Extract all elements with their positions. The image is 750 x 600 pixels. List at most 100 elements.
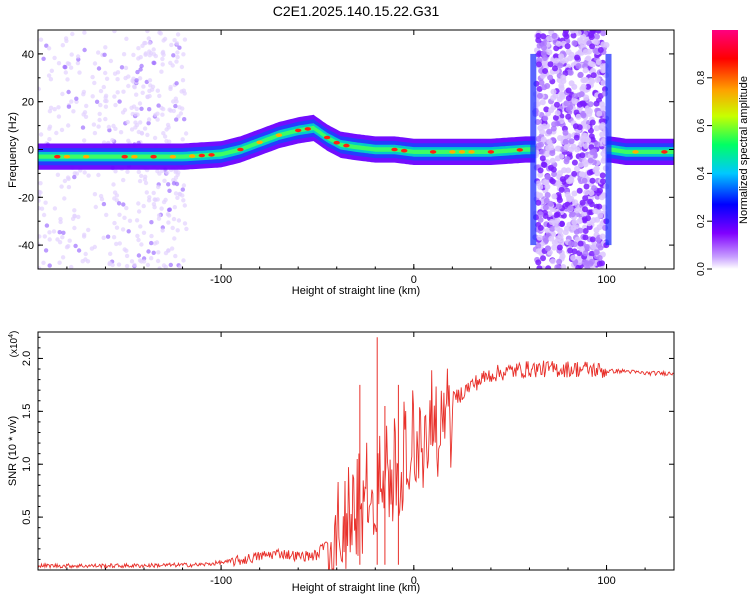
spectrogram-noise-cell: [180, 187, 185, 192]
spectrogram-noise-cell: [556, 197, 563, 204]
spectrogram-noise-cell: [600, 150, 607, 157]
spectrogram-noise-cell: [557, 62, 564, 69]
spectrogram-noise-cell: [141, 203, 146, 209]
spectrogram-noise-cell: [175, 32, 181, 37]
spectrogram-noise-cell: [47, 109, 53, 114]
spectrogram-noise-cell: [114, 241, 119, 247]
spectrogram-noise-cell: [574, 165, 580, 172]
spectrogram-noise-cell: [124, 248, 129, 253]
colorbar-tick-label: 0.4: [696, 166, 707, 180]
spectrogram-noise-cell: [558, 85, 565, 92]
spectrogram-noise-cell: [154, 240, 160, 245]
spectrogram-noise-cell: [565, 49, 572, 55]
spectrogram-noise-cell: [180, 78, 186, 83]
spectrogram-peak-cell: [391, 147, 398, 152]
spectrogram-noise-cell: [47, 263, 52, 268]
spectrogram-noise-cell: [44, 43, 49, 48]
snr-ytick-label: 0.5: [21, 509, 33, 524]
spectrogram-noise-cell: [589, 177, 596, 184]
spectrogram-noise-cell: [546, 138, 553, 145]
spectrogram-noise-cell: [582, 228, 589, 234]
spectrogram-noise-cell: [581, 211, 588, 218]
spectrogram-noise-cell: [550, 88, 557, 95]
spectrogram-noise-cell: [112, 71, 118, 76]
spectrogram-noise-cell: [159, 206, 164, 211]
spectrogram-noise-cell: [535, 32, 542, 39]
spectrogram-noise-cell: [168, 84, 173, 90]
spectrogram-noise-cell: [172, 205, 177, 210]
spectrogram-noise-cell: [572, 93, 578, 100]
spectrogram-noise-cell: [126, 83, 131, 89]
spectrogram-noise-cell: [72, 174, 77, 180]
spectrogram-noise-cell: [571, 40, 578, 47]
spectrogram-noise-cell: [554, 238, 561, 245]
spectrogram-peak-cell: [54, 154, 61, 159]
spectrogram-noise-cell: [117, 212, 122, 217]
spectrogram-noise-cell: [124, 263, 130, 269]
spectrogram-noise-cell: [67, 238, 72, 243]
spectrogram-noise-cell: [182, 91, 187, 96]
spectrogram-noise-cell: [60, 43, 65, 48]
spectrogram-noise-cell: [582, 67, 589, 74]
spectrogram-noise-cell: [120, 110, 126, 115]
spectrogram-noise-cell: [64, 245, 70, 250]
spectrogram-noise-cell: [57, 240, 63, 245]
spectrogram-noise-cell: [580, 132, 587, 139]
spectrogram-noise-cell: [125, 169, 130, 174]
snr-ytick-label: 2.0: [21, 351, 33, 366]
spectrogram-noise-cell: [98, 88, 104, 94]
spectrogram-noise-cell: [173, 96, 178, 101]
spectrogram-noise-cell: [136, 253, 142, 258]
spectrogram-noise-cell: [599, 233, 606, 240]
spectrogram-noise-cell: [571, 248, 578, 255]
spectrogram-peak-cell: [169, 154, 177, 159]
spectrogram-noise-cell: [546, 49, 553, 56]
spectrogram-noise-cell: [146, 117, 152, 122]
spectrogram-noise-cell: [554, 101, 560, 108]
spectrogram-noise-cell: [156, 184, 161, 190]
spectrogram-noise-cell: [560, 74, 567, 81]
spectrogram-noise-cell: [562, 229, 569, 236]
spectrogram-noise-cell: [583, 243, 590, 250]
spectrogram-noise-cell: [175, 54, 180, 60]
spectrogram-ytick-label: 40: [22, 49, 34, 61]
spectrogram-noise-cell: [563, 100, 570, 107]
spectrogram-noise-cell: [181, 52, 186, 57]
spectrogram-noise-cell: [596, 110, 603, 117]
spectrogram-noise-cell: [590, 72, 597, 79]
spectrogram-noise-cell: [537, 184, 544, 190]
spectrogram-noise-cell: [544, 192, 551, 198]
spectrogram-noise-cell: [577, 240, 584, 247]
spectrogram-noise-cell: [146, 198, 152, 203]
spectrogram-noise-cell: [172, 38, 177, 43]
spectrogram-noise-cell: [134, 106, 139, 112]
spectrogram-noise-cell: [171, 181, 177, 186]
spectrogram-band-core: [606, 147, 674, 154]
spectrogram-noise-cell: [580, 112, 587, 119]
spectrogram-noise-cell: [589, 30, 596, 35]
spectrogram-noise-cell: [48, 77, 54, 82]
colorbar-tick-label: 0.2: [696, 214, 707, 228]
spectrogram-noise-cell: [580, 100, 587, 107]
spectrogram-noise-cell: [81, 112, 86, 117]
spectrogram-peak-cell: [189, 154, 196, 158]
spectrogram-noise-cell: [603, 42, 610, 48]
spectrogram-noise-cell: [550, 166, 557, 173]
spectrogram-noise-cell: [536, 234, 543, 241]
spectrogram-noise-cell: [115, 77, 120, 82]
spectrogram-noise-cell: [102, 52, 107, 57]
spectrogram-noise-cell: [48, 105, 54, 111]
spectrogram-noise-cell: [586, 111, 593, 117]
spectrogram-noise-cell: [147, 78, 153, 83]
spectrogram-noise-cell: [576, 124, 583, 131]
spectrogram-noise-cell: [166, 207, 172, 213]
spectrogram-peak-cell: [208, 153, 215, 157]
spectrogram-noise-cell: [544, 245, 551, 252]
spectrogram-noise-cell: [166, 220, 171, 225]
spectrogram-noise-cell: [143, 174, 148, 179]
spectrogram-noise-cell: [134, 218, 140, 223]
spectrogram-peak-cell: [150, 154, 157, 159]
spectrogram-noise-cell: [169, 42, 174, 48]
spectrogram-noise-cell: [71, 109, 76, 114]
